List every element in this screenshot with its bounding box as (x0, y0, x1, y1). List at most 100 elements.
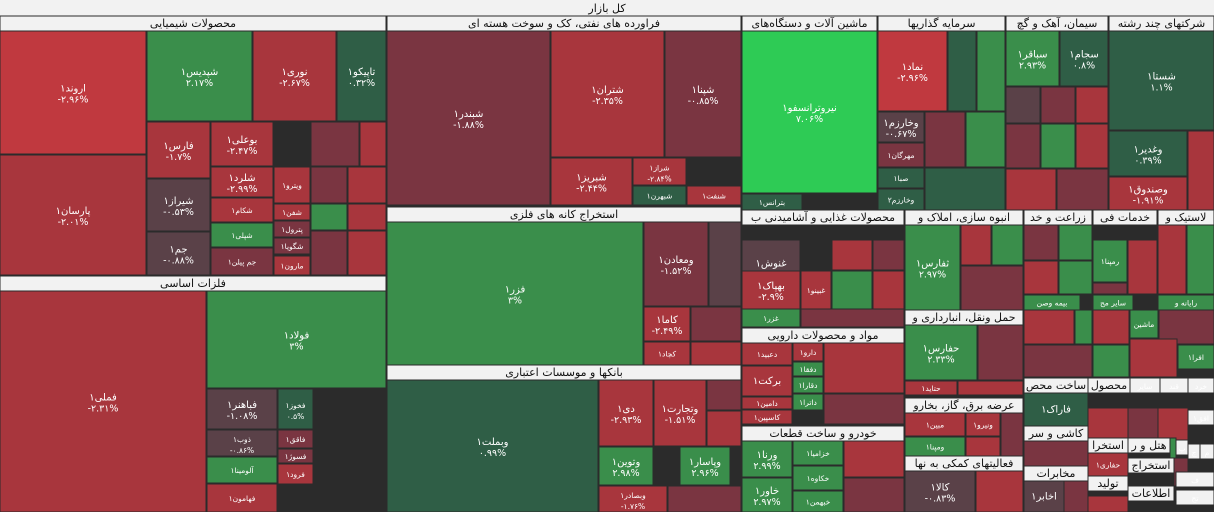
stock-tile[interactable]: غزر۱ (741, 308, 801, 328)
minor-tile[interactable] (1075, 86, 1109, 124)
stock-tile-rect[interactable] (598, 446, 654, 486)
stock-tile[interactable]: فارس۱-۱.۷% (146, 121, 211, 179)
stock-tile-rect[interactable] (273, 166, 311, 204)
stock-tile-rect[interactable] (273, 255, 311, 276)
stock-tile[interactable]: شفن۱ (273, 203, 311, 221)
minor-tile[interactable] (1063, 480, 1089, 512)
stock-tile[interactable]: رمپنا۱ (1092, 239, 1128, 283)
minor-tile[interactable] (1129, 338, 1178, 378)
stock-tile[interactable]: پارسان۱-۲.۰۱% (0, 154, 147, 276)
minor-tile[interactable] (1000, 412, 1024, 457)
stock-tile-rect[interactable] (210, 166, 274, 198)
stock-tile[interactable]: اروند۱-۲.۹۶% (0, 30, 147, 155)
sector-header[interactable] (1175, 471, 1214, 488)
stock-tile[interactable]: رایانه و (1157, 294, 1214, 311)
minor-tile[interactable] (872, 239, 905, 271)
minor-tile[interactable] (1158, 309, 1214, 345)
minor-tile[interactable] (823, 393, 905, 425)
stock-tile[interactable]: نماد۱-۲.۹۶% (877, 30, 948, 112)
stock-tile[interactable]: خبهمن۱ (792, 490, 844, 512)
stock-tile-rect[interactable] (686, 185, 742, 206)
stock-tile[interactable]: مهرگان۱ (877, 142, 925, 168)
minor-tile[interactable] (965, 436, 1001, 457)
stock-tile[interactable]: آلومینا۱ (206, 456, 278, 484)
minor-tile[interactable] (347, 203, 387, 231)
stock-tile-rect[interactable] (741, 342, 793, 366)
minor-tile[interactable] (1092, 309, 1130, 345)
stock-tile-rect[interactable] (206, 388, 278, 430)
stock-tile-rect[interactable] (252, 30, 337, 122)
sector-header[interactable] (1187, 377, 1214, 394)
stock-tile[interactable]: بهپاک۱-۲.۹% (741, 270, 801, 310)
stock-tile-rect[interactable] (877, 30, 948, 112)
stock-tile-rect[interactable] (1092, 294, 1134, 311)
minor-tile[interactable] (667, 485, 742, 512)
minor-tile[interactable] (975, 470, 1024, 512)
stock-tile-rect[interactable] (792, 440, 844, 466)
minor-tile[interactable] (1092, 282, 1128, 295)
sector-header[interactable] (1175, 439, 1189, 456)
stock-tile[interactable]: صبا۱ (877, 167, 925, 189)
minor-tile[interactable] (708, 221, 742, 307)
stock-tile-rect[interactable] (904, 412, 966, 437)
minor-tile[interactable] (1023, 224, 1059, 261)
stock-tile-rect[interactable] (792, 361, 824, 377)
minor-tile[interactable] (359, 121, 387, 167)
stock-tile-rect[interactable] (632, 157, 687, 186)
minor-tile[interactable] (690, 306, 742, 342)
stock-tile-rect[interactable] (0, 154, 147, 276)
minor-tile[interactable] (991, 224, 1024, 266)
stock-tile-rect[interactable] (1108, 176, 1188, 211)
sector-header[interactable] (1127, 485, 1175, 502)
stock-tile-rect[interactable] (206, 456, 278, 484)
stock-tile[interactable]: مبین۱ (904, 412, 966, 437)
stock-tile-rect[interactable] (206, 483, 278, 512)
stock-tile[interactable]: کالا۱-۰.۸۳% (904, 470, 976, 512)
stock-tile[interactable]: سایر مح (1092, 294, 1134, 311)
minor-tile[interactable] (1040, 123, 1076, 169)
minor-tile[interactable] (706, 379, 742, 411)
minor-tile[interactable] (1074, 309, 1093, 345)
stock-tile-rect[interactable] (1157, 294, 1214, 311)
stock-tile[interactable]: شراز۱ -۲.۸۴% (632, 157, 687, 186)
minor-tile[interactable] (1023, 344, 1093, 378)
stock-tile[interactable]: جم پیلن۱ (210, 247, 274, 276)
stock-tile-rect[interactable] (792, 342, 824, 362)
stock-tile-rect[interactable] (1023, 294, 1081, 311)
stock-tile-rect[interactable] (741, 30, 878, 194)
stock-tile[interactable]: فاراک۱ (1023, 392, 1089, 427)
stock-tile[interactable]: شبهرن۱ (632, 185, 687, 206)
stock-tile[interactable]: پترول۱ (273, 220, 311, 238)
stock-tile-rect[interactable] (273, 203, 311, 221)
minor-tile[interactable] (823, 342, 905, 394)
stock-tile[interactable]: فباهنر۱-۱.۰۸% (206, 388, 278, 430)
minor-tile[interactable] (831, 270, 873, 310)
stock-tile-rect[interactable] (277, 463, 314, 485)
minor-tile[interactable] (831, 239, 873, 271)
stock-tile-rect[interactable] (792, 393, 824, 411)
stock-tile-rect[interactable] (741, 409, 793, 425)
minor-tile[interactable] (706, 410, 742, 447)
stock-tile-rect[interactable] (146, 178, 211, 232)
stock-tile-rect[interactable] (1129, 309, 1159, 339)
sector-header[interactable] (1092, 209, 1158, 226)
stock-tile-rect[interactable] (146, 121, 211, 179)
stock-tile[interactable]: خکاوه۱ (792, 465, 844, 491)
stock-tile[interactable]: حفاری۱ (1087, 452, 1129, 477)
stock-tile-rect[interactable] (653, 379, 707, 447)
stock-tile[interactable]: کاما۱-۲.۴۹% (643, 306, 691, 342)
stock-tile[interactable]: ومپنا۱ (904, 436, 966, 457)
minor-tile[interactable] (1087, 407, 1129, 439)
minor-tile[interactable] (1157, 407, 1189, 441)
stock-tile-rect[interactable] (206, 429, 278, 457)
